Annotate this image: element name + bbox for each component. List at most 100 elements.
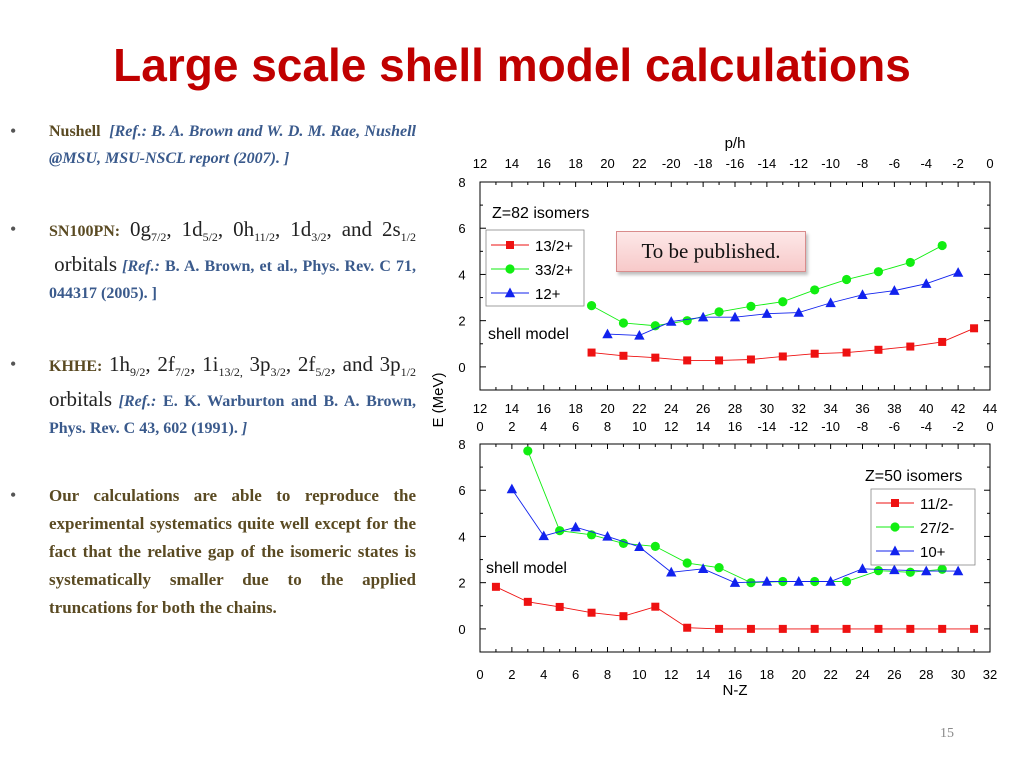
data-point [506,483,518,494]
chart-title: Z=50 isomers [865,468,962,485]
x-tick-label: 32 [983,667,997,682]
x-top-tick-label: -2 [952,156,964,171]
x-tick-label-secondary: -4 [920,419,932,434]
chart-title: Z=82 isomers [492,205,589,222]
bullet-nushell: • Nushell [Ref.: B. A. Brown and W. D. M… [8,118,416,172]
x-tick-label: 0 [476,667,483,682]
data-point [523,597,532,606]
data-point [761,576,773,586]
legend-marker [889,545,901,556]
data-point [729,311,741,322]
data-point [905,257,915,268]
x-tick-label: 30 [951,667,965,682]
x-tick-label: 28 [728,401,742,416]
data-point [778,297,788,307]
data-point [683,623,692,632]
data-point [841,576,852,587]
legend-label: 13/2+ [535,238,573,255]
data-point [842,624,851,633]
data-point [937,240,947,251]
bullet-dot-icon: • [10,219,17,239]
x-top-tick-label: -14 [757,156,776,171]
data-point [938,624,947,633]
data-point [586,301,597,311]
data-point [874,345,883,354]
data-point [778,624,787,633]
annotation-shell-model: shell model [486,560,567,577]
data-point [825,576,836,586]
bullet-label: Nushell [49,123,101,140]
reference-open: [Ref.: [118,393,157,411]
data-point [651,353,660,362]
orbital: 0h11/2, [233,217,281,245]
data-point [746,624,755,633]
bullet-dot-icon: • [10,485,17,506]
x-tick-label: 24 [664,401,678,416]
x-tick-label: 38 [887,401,901,416]
data-point [715,356,724,365]
x-tick-label: 26 [887,667,901,682]
data-point [810,624,819,633]
data-point [666,316,677,326]
x-tick-label-secondary: 8 [604,419,611,434]
reference-open: [Ref.: [122,258,160,276]
bullet-list: • Nushell [Ref.: B. A. Brown and W. D. M… [8,118,416,658]
to-be-published-badge: To be published. [616,231,806,272]
x-tick-label: 4 [540,667,547,682]
y-tick-label: 6 [458,221,465,236]
legend-label: 33/2+ [535,262,573,279]
conjunction: and [342,352,373,377]
series-line [527,450,943,584]
data-point [906,624,915,633]
x-tick-label: 14 [505,401,519,416]
x-tick-label-secondary: 2 [508,419,515,434]
data-point [810,349,819,358]
shared-axis: E (MeV) [430,372,447,427]
reference: B. A. Brown, et al., Phys. Rev. C 71, 04… [49,258,416,303]
y-tick-label: 2 [458,314,465,329]
bullet-dot-icon: • [10,121,17,141]
data-point [682,558,692,568]
x-tick-label: 20 [600,401,614,416]
x-tick-label-secondary: 0 [986,419,993,434]
legend-label: 11/2- [920,496,953,513]
data-point [666,566,677,577]
data-point [602,530,613,541]
y-tick-label: 0 [458,622,465,637]
orbital: 2s1/2 [381,217,417,245]
x-tick-label: 16 [537,401,551,416]
data-point [683,356,692,365]
data-point [921,565,932,576]
x-top-tick-label: -12 [789,156,808,171]
x-tick-label: 20 [792,667,806,682]
x-tick-label: 8 [604,667,611,682]
x-tick-label: 12 [664,667,678,682]
data-point [746,355,755,364]
x-tick-label: 14 [696,667,710,682]
reference: [Ref.: B. A. Brown and W. D. M. Rae, Nus… [49,123,417,167]
annotation-shell-model: shell model [488,326,569,343]
legend-label: 27/2- [920,520,954,537]
bullet-khhe: • KHHE: 1h9/2, 2f7/2, 1i13/2, 3p3/2, 2f5… [8,351,416,442]
x-top-tick-label: 12 [473,156,487,171]
x-tick-label: 22 [823,667,837,682]
legend-label: 12+ [535,286,561,303]
x-top-tick-label: -10 [821,156,840,171]
orbital: 2f5/2, [297,352,336,380]
x-tick-label-secondary: 12 [664,419,678,434]
data-point [619,351,628,360]
x-tick-label: 32 [792,401,806,416]
x-tick-label: 10 [632,667,646,682]
data-point [491,582,500,591]
data-point [602,328,613,339]
data-point [523,446,533,456]
legend-label: 10+ [920,544,946,561]
data-point [618,318,629,328]
data-point [921,278,932,288]
data-point [587,348,596,357]
x-tick-label-secondary: -8 [857,419,869,434]
x-tick-label-secondary: 10 [632,419,646,434]
